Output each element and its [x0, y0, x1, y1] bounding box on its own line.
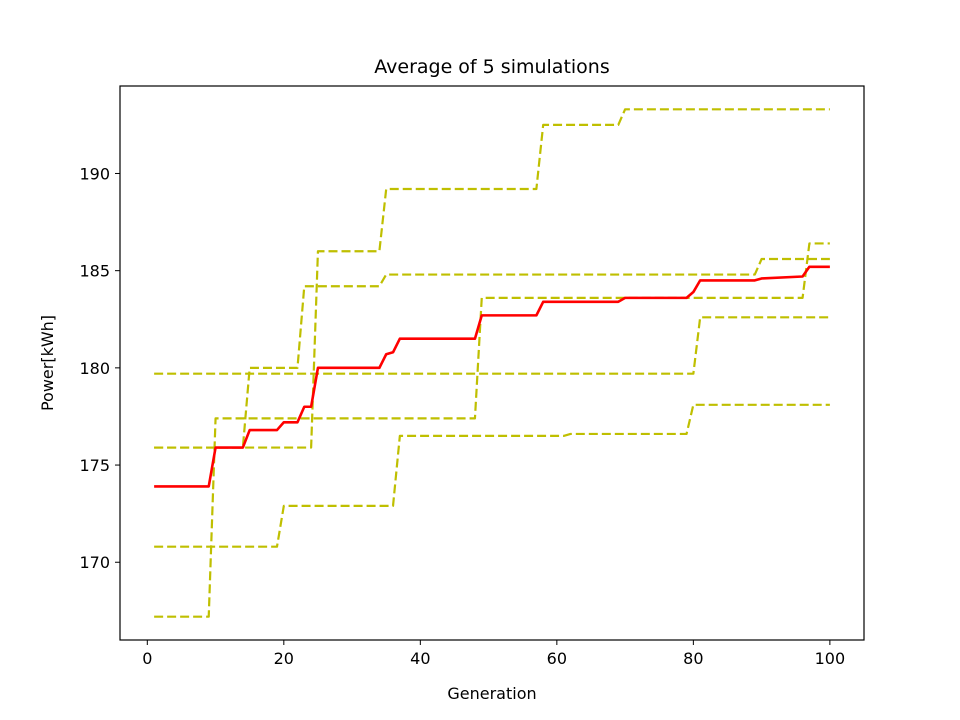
ticks-layer: 0 20 40 60 80 100 170 175 180 185 190 [79, 164, 845, 668]
x-tick-label: 20 [274, 649, 294, 668]
y-tick-label: 175 [79, 456, 110, 475]
y-tick-label: 170 [79, 553, 110, 572]
y-tick-label: 185 [79, 262, 110, 281]
chart-title: Average of 5 simulations [374, 56, 610, 78]
simulation-series-line-3 [154, 108, 830, 449]
x-tick-label: 100 [815, 649, 846, 668]
simulation-series-line-4 [154, 403, 830, 548]
x-tick-label: 0 [142, 649, 152, 668]
average-series-line [154, 265, 830, 488]
simulation-series-line-5 [154, 242, 830, 618]
x-tick-label: 80 [683, 649, 703, 668]
x-tick-label: 40 [410, 649, 430, 668]
x-tick-label: 60 [547, 649, 567, 668]
y-tick-label: 180 [79, 359, 110, 378]
series-layer [154, 108, 830, 618]
simulation-series-line-1 [154, 316, 830, 375]
x-axis-title: Generation [447, 684, 536, 703]
y-axis-title: Power[kWh] [38, 315, 57, 411]
y-tick-label: 190 [79, 164, 110, 183]
plot-area-frame [119, 85, 865, 641]
